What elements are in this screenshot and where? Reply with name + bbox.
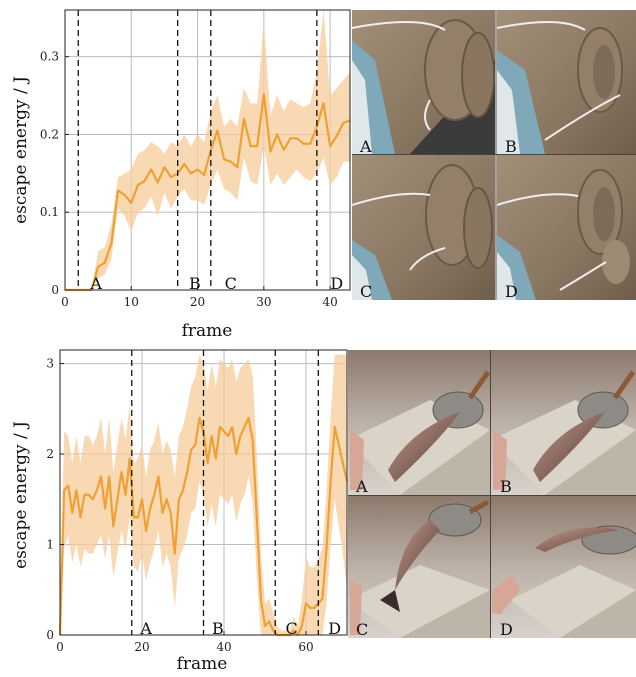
top-panel-d-label: D bbox=[505, 282, 518, 301]
bottom-panel-c-label: C bbox=[356, 620, 368, 639]
bottom-chart-x-tick-label: 40 bbox=[216, 640, 231, 654]
top-chart-y-label: escape energy / J bbox=[11, 76, 31, 224]
top-chart-event-label: D bbox=[330, 274, 343, 293]
top-panel-b-label: B bbox=[505, 137, 517, 156]
bottom-chart-y-label: escape energy / J bbox=[11, 421, 31, 569]
top-chart: 0 10 20 30 40 0 0.1 0.2 0.3 A B C D frame escape e… bbox=[11, 9, 351, 341]
bottom-chart-x-label: frame bbox=[177, 654, 228, 674]
top-chart-y-ticks: 0 0.1 0.2 0.3 bbox=[40, 50, 69, 297]
bottom-chart-event-labels: A B C D bbox=[139, 619, 341, 638]
bottom-chart-frame bbox=[59, 349, 348, 636]
top-chart-x-tick-label: 40 bbox=[322, 295, 337, 309]
top-chart-mean-line bbox=[65, 92, 351, 292]
top-chart-x-tick-label: 0 bbox=[61, 295, 69, 309]
bottom-image-grid: A B C bbox=[348, 350, 636, 639]
top-chart-event-lines bbox=[77, 10, 318, 290]
top-chart-event-labels: A B C D bbox=[89, 274, 343, 293]
bottom-panel-d-label: D bbox=[500, 620, 513, 639]
top-chart-event-label: A bbox=[89, 274, 102, 293]
bottom-chart-y-tick-label: 0 bbox=[46, 628, 54, 642]
top-chart-x-label: frame bbox=[182, 321, 233, 341]
top-chart-x-ticks: 0 10 20 30 40 bbox=[61, 286, 338, 309]
bottom-chart-x-tick-label: 60 bbox=[298, 640, 313, 654]
bottom-chart-event-lines bbox=[131, 350, 319, 635]
top-chart-x-tick-label: 20 bbox=[190, 295, 205, 309]
bottom-chart-event-label: D bbox=[328, 619, 341, 638]
top-chart-y-tick-label: 0.1 bbox=[40, 205, 59, 219]
top-panel-d: D bbox=[496, 155, 636, 301]
bottom-panel-c: C bbox=[348, 496, 490, 639]
bottom-chart-y-tick-label: 2 bbox=[46, 447, 54, 461]
top-chart-confidence-band bbox=[65, 10, 350, 290]
top-chart-y-tick-label: 0.3 bbox=[40, 50, 59, 64]
top-chart-series-line bbox=[65, 92, 351, 292]
bottom-panel-d: D bbox=[491, 496, 636, 639]
top-chart-x-tick-label: 10 bbox=[124, 295, 139, 309]
bottom-chart: 0 20 40 60 0 1 2 3 A B C D frame escape energy / … bbox=[11, 349, 349, 674]
top-image-grid: A B C bbox=[351, 10, 636, 301]
top-panel-a-label: A bbox=[359, 137, 372, 156]
top-panel-c: C bbox=[351, 155, 495, 301]
bottom-chart-y-tick-label: 3 bbox=[46, 357, 54, 371]
bottom-chart-x-tick-label: 0 bbox=[56, 640, 64, 654]
top-chart-frame bbox=[64, 9, 351, 291]
top-chart-event-label: B bbox=[189, 274, 201, 293]
bottom-panel-b-label: B bbox=[500, 477, 512, 496]
top-chart-event-label: C bbox=[225, 274, 237, 293]
top-chart-y-tick-label: 0.2 bbox=[40, 127, 59, 141]
bottom-chart-event-label: B bbox=[212, 619, 224, 638]
bottom-chart-event-label: A bbox=[139, 619, 152, 638]
top-chart-y-tick-label: 0 bbox=[51, 283, 59, 297]
bottom-chart-y-tick-label: 1 bbox=[46, 538, 54, 552]
bottom-panel-b: B bbox=[491, 350, 636, 496]
top-panel-a: A bbox=[351, 10, 495, 156]
bottom-panel-a: A bbox=[348, 350, 491, 496]
bottom-chart-x-tick-label: 20 bbox=[134, 640, 149, 654]
top-chart-band bbox=[65, 10, 350, 290]
top-panel-c-label: C bbox=[360, 282, 372, 301]
top-chart-x-tick-label: 30 bbox=[256, 295, 271, 309]
top-panel-b: B bbox=[496, 10, 636, 156]
bottom-panel-a-label: A bbox=[355, 477, 368, 496]
bottom-chart-x-ticks: 0 20 40 60 bbox=[56, 631, 314, 654]
bottom-chart-event-label: C bbox=[286, 619, 298, 638]
